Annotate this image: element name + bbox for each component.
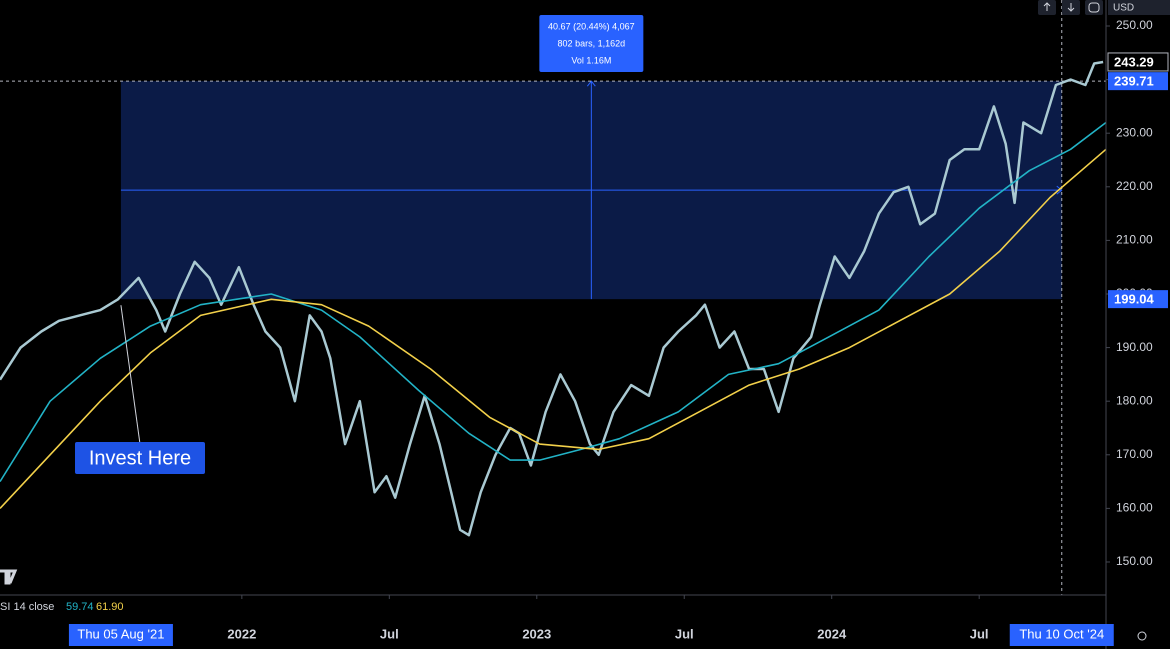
currency: USD [1113, 3, 1134, 14]
x-tick-label: Jul [675, 626, 694, 641]
measure-arrow-head [586, 80, 596, 87]
date-label-bg [68, 624, 173, 646]
price-label: 239.71 [1114, 74, 1154, 89]
series-line [0, 148, 1107, 509]
y-tick-label: 190.00 [1116, 340, 1153, 354]
measure-tooltip-text: 40.67 (20.44%) 4,067 [548, 21, 635, 31]
currency-button[interactable] [1108, 0, 1170, 15]
y-tick-label: 250.00 [1116, 18, 1153, 32]
measure-tooltip-text: 802 bars, 1,162d [558, 38, 626, 48]
series-line [0, 121, 1107, 483]
y-tick-label: 170.00 [1116, 447, 1153, 461]
settings-icon[interactable] [1137, 631, 1147, 641]
date-label-bg [1009, 624, 1114, 646]
annotation-box [75, 442, 205, 474]
indicator-name: SI 14 close [0, 601, 54, 613]
measure-arrow-head [1056, 185, 1063, 195]
price-label: 243.29 [1114, 54, 1154, 69]
indicator-value: 61.90 [96, 601, 124, 613]
reset-icon [1088, 2, 1100, 13]
x-tick-label: 2022 [227, 626, 256, 641]
logo [0, 569, 18, 585]
annotation-text: Invest Here [89, 447, 191, 469]
price-label-bg [1108, 72, 1168, 91]
indicator-value: 59.74 [66, 601, 94, 613]
y-tick-label: 180.00 [1116, 393, 1153, 407]
y-tick-label: 150.00 [1116, 554, 1153, 568]
up-icon [1043, 2, 1051, 11]
measure-tooltip [539, 15, 644, 72]
price-label: 199.04 [1114, 292, 1155, 307]
series-line [0, 60, 1104, 537]
x-tick-label: Jul [380, 626, 399, 641]
line-layer [0, 60, 1107, 537]
x-tick-label: 2023 [522, 626, 551, 641]
measure-tooltip-text: Vol 1.16M [571, 55, 611, 65]
y-tick-label: 160.00 [1116, 501, 1153, 515]
x-tick-label: Jul [970, 626, 989, 641]
y-tick-label: 220.00 [1116, 179, 1153, 193]
y-tick-label: 230.00 [1116, 125, 1153, 139]
price-label-bg [1108, 290, 1168, 309]
toolbar[interactable]: USD [1038, 0, 1170, 15]
measure-layer [0, 0, 1106, 595]
price-label-bg [1107, 52, 1169, 72]
annotation-pointer [120, 305, 141, 445]
date-label: Thu 05 Aug '21 [77, 626, 164, 641]
x-tick-label: 2024 [817, 626, 847, 641]
reset-button[interactable] [1085, 0, 1103, 15]
y-tick-label: 210.00 [1116, 233, 1153, 247]
date-label: Thu 10 Oct '24 [1019, 626, 1104, 641]
down-icon [1067, 3, 1075, 12]
